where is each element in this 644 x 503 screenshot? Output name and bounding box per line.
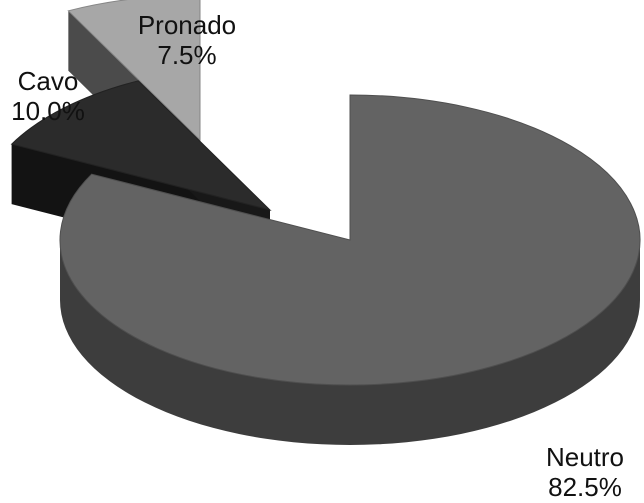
- pie-slices: [10, 0, 641, 445]
- neutro-name: Neutro: [545, 442, 625, 472]
- cavo-percent: 10.0%: [11, 96, 85, 126]
- pronado-name: Pronado: [137, 10, 237, 40]
- neutro-percent: 82.5%: [548, 472, 622, 502]
- slice-label-pronado: Pronado 7.5%: [112, 10, 262, 70]
- pronado-slice: [67, 0, 201, 142]
- cavo-slice: [10, 80, 272, 211]
- neutro-slice: [59, 94, 641, 386]
- cavo-name: Cavo: [17, 66, 79, 96]
- neutro-rim: [60, 240, 640, 445]
- pronado-percent: 7.5%: [157, 40, 217, 70]
- slice-label-neutro: Neutro 82.5%: [530, 442, 640, 502]
- slice-label-cavo: Cavo 10.0%: [0, 66, 96, 126]
